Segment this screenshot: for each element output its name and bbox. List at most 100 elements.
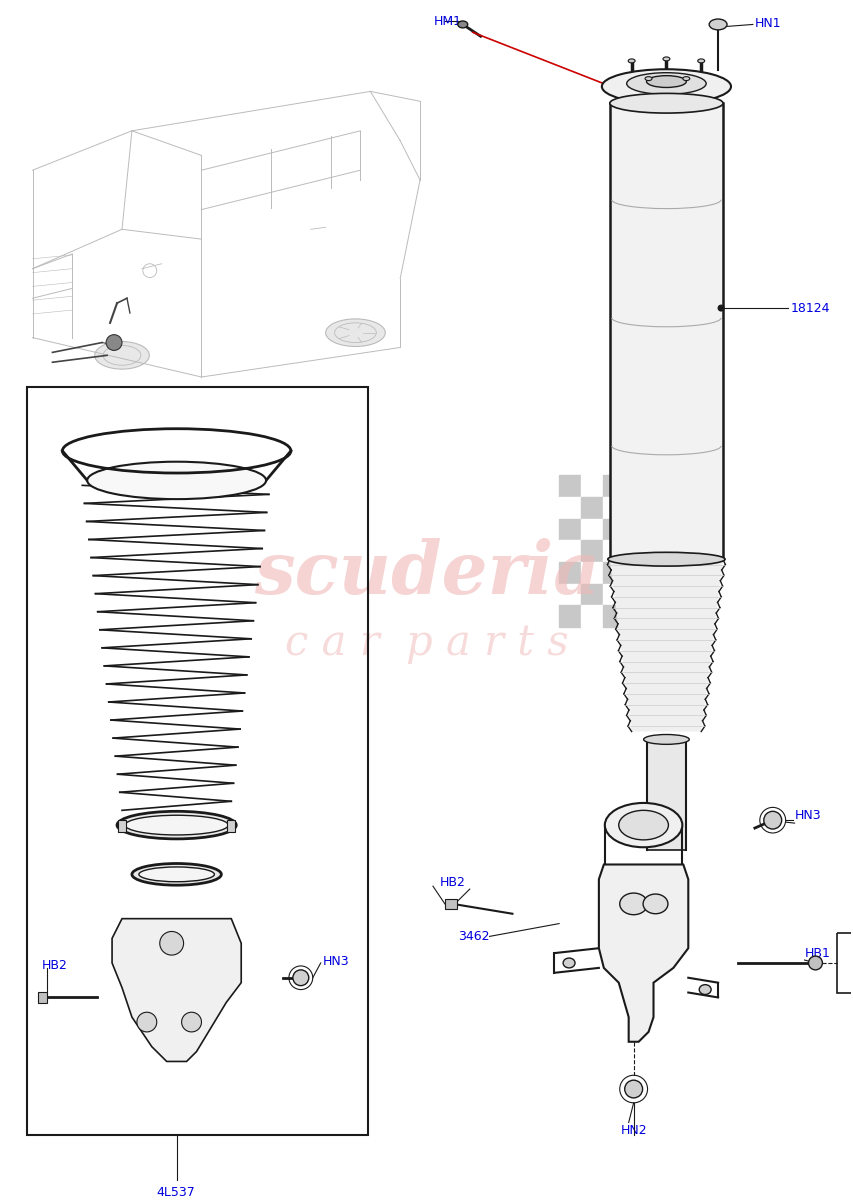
Bar — [689, 475, 711, 497]
Bar — [689, 606, 711, 628]
Ellipse shape — [682, 77, 689, 80]
Circle shape — [763, 811, 780, 829]
Ellipse shape — [609, 94, 722, 113]
Ellipse shape — [562, 958, 574, 968]
Bar — [646, 497, 668, 518]
Bar — [227, 820, 235, 832]
Ellipse shape — [662, 56, 669, 61]
Bar — [624, 497, 646, 518]
Bar — [580, 584, 602, 606]
Bar — [444, 899, 456, 908]
Text: HB2: HB2 — [439, 876, 465, 889]
Polygon shape — [609, 559, 722, 732]
Ellipse shape — [604, 803, 682, 847]
Bar — [559, 540, 580, 562]
Circle shape — [136, 1013, 157, 1032]
Ellipse shape — [708, 19, 726, 30]
Bar — [559, 518, 580, 540]
Bar — [646, 562, 668, 584]
Bar — [668, 584, 689, 606]
Text: HN3: HN3 — [322, 954, 349, 967]
Bar — [26, 386, 368, 1135]
Bar — [559, 562, 580, 584]
Circle shape — [293, 970, 309, 985]
Ellipse shape — [601, 70, 730, 103]
Bar — [624, 540, 646, 562]
Bar — [689, 518, 711, 540]
Bar — [602, 497, 624, 518]
Polygon shape — [598, 864, 688, 1042]
Ellipse shape — [131, 864, 221, 886]
Circle shape — [808, 956, 821, 970]
Bar — [602, 562, 624, 584]
Ellipse shape — [643, 734, 688, 744]
Bar — [646, 540, 668, 562]
Bar — [580, 475, 602, 497]
Ellipse shape — [642, 894, 667, 913]
Circle shape — [624, 1080, 641, 1098]
Bar — [580, 518, 602, 540]
Bar — [559, 606, 580, 628]
Text: HB2: HB2 — [42, 960, 67, 972]
Ellipse shape — [697, 59, 704, 62]
Text: HM1: HM1 — [433, 14, 461, 28]
Text: HN2: HN2 — [620, 1124, 647, 1136]
Ellipse shape — [95, 342, 149, 370]
Bar — [668, 562, 689, 584]
Bar — [689, 584, 711, 606]
Text: HB1: HB1 — [804, 947, 829, 960]
Bar — [559, 475, 580, 497]
Bar — [689, 562, 711, 584]
Ellipse shape — [139, 866, 214, 882]
Circle shape — [182, 1013, 201, 1032]
Text: HN1: HN1 — [754, 17, 780, 30]
Bar — [602, 518, 624, 540]
Bar — [668, 540, 689, 562]
Ellipse shape — [87, 462, 266, 499]
Bar — [602, 475, 624, 497]
Bar — [602, 540, 624, 562]
Bar — [668, 606, 689, 628]
Text: HN3: HN3 — [793, 809, 821, 822]
Bar — [836, 934, 853, 992]
Bar — [689, 540, 711, 562]
Ellipse shape — [607, 552, 724, 566]
Bar — [668, 475, 689, 497]
Bar — [668, 497, 689, 518]
Ellipse shape — [626, 73, 705, 95]
Ellipse shape — [619, 893, 647, 914]
Ellipse shape — [457, 20, 467, 28]
Bar — [646, 606, 668, 628]
Bar — [624, 475, 646, 497]
Bar — [624, 518, 646, 540]
Bar — [118, 820, 126, 832]
Bar — [668, 518, 689, 540]
Bar — [580, 540, 602, 562]
Text: scuderia: scuderia — [253, 539, 600, 610]
Text: 18124: 18124 — [790, 301, 829, 314]
Bar — [559, 584, 580, 606]
Bar — [624, 584, 646, 606]
Bar — [646, 475, 668, 497]
Polygon shape — [112, 919, 241, 1062]
Bar — [580, 562, 602, 584]
Bar — [602, 584, 624, 606]
Circle shape — [160, 931, 183, 955]
Bar — [38, 991, 48, 1003]
Text: c a r  p a r t s: c a r p a r t s — [285, 622, 568, 664]
Bar — [602, 606, 624, 628]
Ellipse shape — [325, 319, 385, 347]
Bar — [559, 497, 580, 518]
Bar — [624, 562, 646, 584]
Ellipse shape — [699, 985, 711, 995]
Bar — [580, 497, 602, 518]
Ellipse shape — [618, 810, 668, 840]
Bar — [646, 518, 668, 540]
Circle shape — [106, 335, 122, 350]
Bar — [624, 606, 646, 628]
Ellipse shape — [117, 811, 236, 839]
Ellipse shape — [125, 815, 228, 835]
Bar — [646, 739, 686, 850]
Bar — [609, 103, 722, 559]
Bar — [580, 606, 602, 628]
